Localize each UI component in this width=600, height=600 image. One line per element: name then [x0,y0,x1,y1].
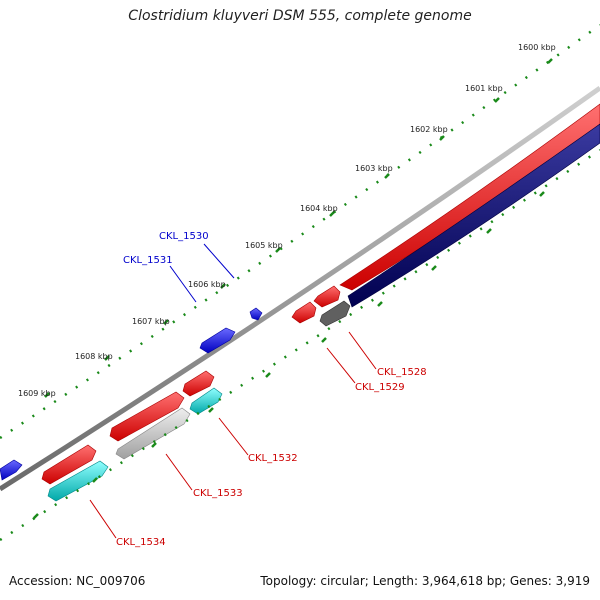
scale-label-1609: 1609 kbp [18,389,56,398]
genome-summary-label: Topology: circular; Length: 3,964,618 bp… [260,574,590,588]
gene-label-ckl-1529[interactable]: CKL_1529 [355,382,405,393]
reverse-cds-cyan-long [47,460,109,502]
scale-label-1607: 1607 kbp [132,317,170,326]
accession-label: Accession: NC_009706 [9,574,146,588]
forward-cds-ckl-1529 [291,301,317,324]
scale-label-1603: 1603 kbp [355,164,393,173]
gene-label-ckl-1528[interactable]: CKL_1528 [377,367,427,378]
forward-cds-ckl-1532 [182,370,215,397]
outer-scale-ticks [44,58,553,398]
genome-title: Clostridium kluyveri DSM 555, complete g… [128,8,472,24]
forward-cds-ckl-1534 [41,444,97,485]
forward-cds-ckl-1530 [249,307,263,321]
outer-scale-dotted-ring [0,23,600,440]
gene-leader-lines [89,243,377,539]
scale-label-1604: 1604 kbp [300,204,338,213]
gene-label-ckl-1532[interactable]: CKL_1532 [248,453,298,464]
inner-scale-ticks [33,191,545,519]
gene-label-ckl-1530[interactable]: CKL_1530 [159,231,209,242]
reverse-cds-gray [115,407,191,460]
scale-label-1605: 1605 kbp [245,241,283,250]
forward-cds-blue-left [0,459,23,481]
reverse-cds-long [347,123,600,308]
forward-cds-ckl-1528 [313,285,341,308]
scale-label-1606: 1606 kbp [188,280,226,289]
scale-label-1601: 1601 kbp [465,84,503,93]
reverse-cds-cyan-small [189,387,223,415]
scale-label-1602: 1602 kbp [410,125,448,134]
forward-cds-long [339,103,600,291]
reverse-cds-dark-gray [319,300,351,327]
gene-label-ckl-1534[interactable]: CKL_1534 [116,537,166,548]
genome-backbone [0,85,600,492]
gene-label-ckl-1531[interactable]: CKL_1531 [123,255,173,266]
scale-label-1600: 1600 kbp [518,43,556,52]
gene-label-ckl-1533[interactable]: CKL_1533 [193,488,243,499]
scale-label-1608: 1608 kbp [75,352,113,361]
forward-cds-ckl-1531 [199,327,236,354]
forward-cds-ckl-1533 [109,391,185,442]
